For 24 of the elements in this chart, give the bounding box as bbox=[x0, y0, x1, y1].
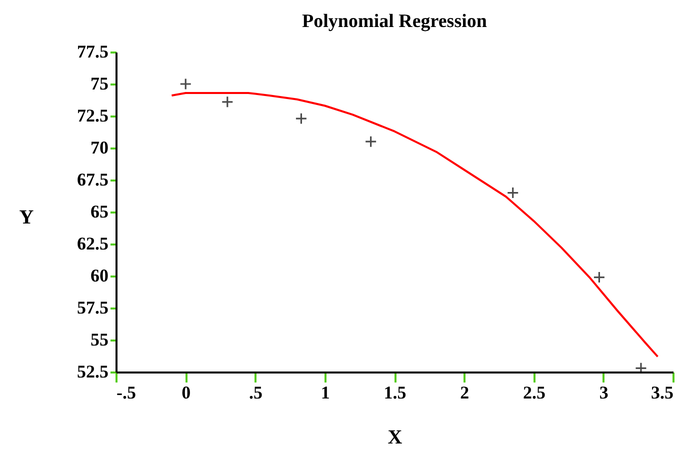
x-tick-label: .5 bbox=[249, 382, 262, 402]
y-tick-label: 65 bbox=[90, 202, 108, 222]
y-tick-label: 57.5 bbox=[77, 298, 108, 318]
y-tick-label: 77.5 bbox=[77, 42, 108, 62]
y-tick-label: 75 bbox=[90, 74, 108, 94]
chart-title: Polynomial Regression bbox=[302, 11, 488, 32]
x-tick-label: 0 bbox=[182, 382, 191, 402]
y-tick-label: 72.5 bbox=[77, 106, 108, 126]
x-tick-label: -.5 bbox=[116, 382, 136, 402]
y-axis-title: Y bbox=[19, 206, 34, 228]
x-tick-label: 1.5 bbox=[384, 382, 406, 402]
x-tick-label: 2.5 bbox=[523, 382, 546, 402]
line-series bbox=[170, 92, 659, 358]
y-tick-label: 60 bbox=[90, 266, 108, 286]
y-tick-label: 52.5 bbox=[77, 362, 108, 382]
x-tick-label: 1 bbox=[320, 382, 330, 402]
y-tick-label: 55 bbox=[90, 330, 108, 350]
y-tick-label: 62.5 bbox=[77, 234, 108, 254]
y-tick-label: 70 bbox=[90, 138, 108, 158]
x-tick-label: 3.5 bbox=[651, 382, 674, 402]
x-tick-label: 3 bbox=[599, 382, 608, 402]
x-axis-title: X bbox=[388, 426, 403, 448]
y-tick-label: 67.5 bbox=[77, 170, 108, 190]
x-tick-label: 2 bbox=[460, 382, 470, 402]
